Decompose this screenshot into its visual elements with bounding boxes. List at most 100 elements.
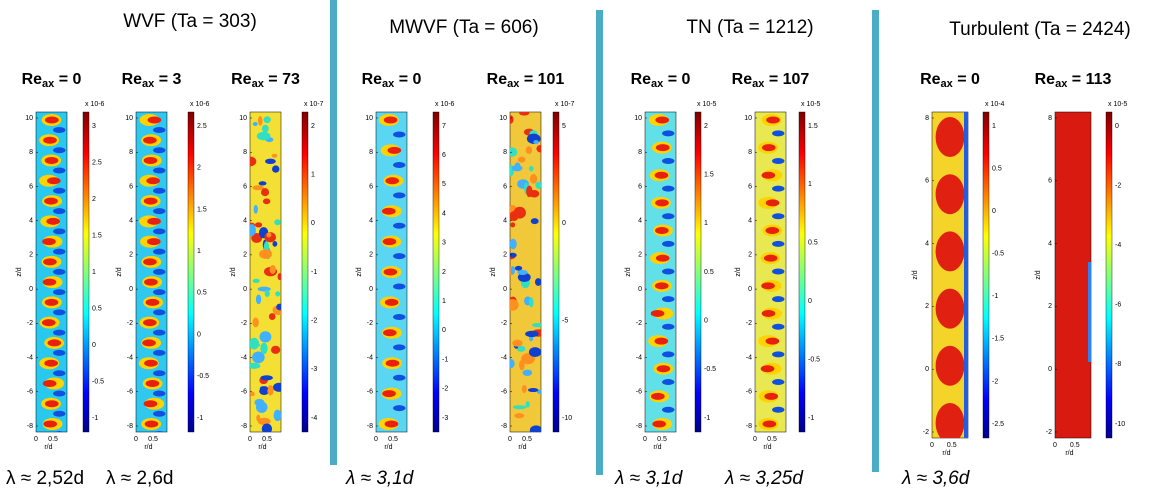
x-tick-label: 0 [930, 442, 934, 449]
x-axis-label: r/d [44, 444, 52, 451]
blob [153, 268, 166, 275]
colorbar-tick-label: -4 [311, 415, 317, 422]
y-tick-label: 8 [129, 149, 133, 156]
y-tick-label: 10 [499, 115, 507, 122]
colorbar-tick-label: 0 [442, 327, 446, 334]
blob [383, 116, 398, 124]
re-rest: = 0 [953, 71, 980, 88]
blob [655, 116, 670, 124]
x-tick-label: 0 [508, 436, 512, 443]
blob [383, 268, 398, 276]
blob [772, 351, 785, 358]
blob [655, 254, 670, 262]
blob [772, 268, 785, 275]
blob [43, 420, 58, 428]
heatmap-pattern [510, 112, 541, 432]
re-label: Reax = 113 [1035, 71, 1112, 90]
blob [528, 347, 541, 358]
group-title: TN (Ta = 1212) [686, 17, 813, 38]
re-label: Reax = 0 [631, 71, 691, 90]
heatmap-pattern [138, 114, 166, 432]
re-label: Reax = 0 [920, 71, 980, 90]
re-sub: ax [507, 78, 520, 90]
colorbar-tick-label: 0 [992, 208, 996, 215]
colorbar-tick-label: 1 [992, 123, 996, 130]
blob [273, 409, 281, 422]
blob [252, 351, 265, 364]
heatmap-pattern [39, 114, 66, 432]
blob [47, 339, 62, 347]
colorbar-tick-label: 2.5 [92, 159, 102, 166]
separator [596, 10, 603, 475]
colorbar-tick-label: 0 [704, 318, 708, 325]
colorbar-tick-label: -0.5 [197, 373, 209, 380]
colorbar-tick-label: -8 [1115, 361, 1121, 368]
colorbar-tick-label: -1 [197, 415, 203, 422]
x-axis-label: r/d [384, 444, 392, 451]
y-tick-label: 4 [503, 218, 507, 225]
blob [935, 403, 965, 438]
y-tick-label: -6 [636, 389, 642, 396]
blob [53, 187, 66, 194]
x-tick-label: 0.5 [48, 436, 58, 443]
y-tick-label: -8 [241, 423, 247, 430]
y-tick-label: 6 [638, 183, 642, 190]
y-tick-label: 4 [29, 218, 33, 225]
y-tick-label: 6 [503, 183, 507, 190]
y-tick-label: -4 [636, 354, 642, 361]
re-rest: = 0 [394, 71, 421, 88]
re-base: Re [487, 71, 508, 88]
blob [935, 117, 965, 157]
blob [514, 265, 523, 271]
re-base: Re [1035, 71, 1056, 88]
blob [772, 157, 785, 164]
blob [153, 147, 166, 154]
colorbar [982, 111, 990, 439]
separator [872, 10, 879, 472]
blob [393, 405, 406, 412]
blob [44, 359, 58, 367]
blob [53, 410, 66, 417]
heatmap-pattern [935, 112, 968, 438]
re-rest: = 3 [154, 71, 181, 88]
blob [765, 199, 780, 207]
x-tick-label: 0 [34, 436, 38, 443]
blob [656, 365, 671, 373]
blob [252, 121, 258, 127]
blob [510, 222, 516, 228]
y-tick-label: 2 [748, 252, 752, 259]
x-tick-label: 0 [374, 436, 378, 443]
colorbar [798, 111, 806, 433]
blob [259, 331, 272, 343]
colorbar-tick-label: -2.5 [992, 421, 1004, 428]
re-rest: = 113 [1067, 71, 1111, 88]
y-tick-label: -4 [27, 354, 33, 361]
blob [42, 238, 56, 246]
colorbar-tick-label: -0.5 [92, 378, 104, 385]
y-tick-label: -6 [27, 389, 33, 396]
blob [252, 317, 259, 328]
re-rest: = 107 [764, 71, 809, 88]
blob [762, 420, 777, 428]
colorbar-tick-label: 1 [704, 220, 708, 227]
blob [53, 167, 66, 174]
blob [766, 116, 780, 124]
blob [41, 319, 56, 327]
heatmap-pattern [250, 115, 281, 432]
blob [761, 171, 776, 179]
y-axis-label: z/d [116, 267, 123, 276]
blob [251, 232, 263, 243]
blob [662, 185, 675, 192]
y-tick-label: 0 [925, 366, 929, 373]
colorbar-tick-label: -3 [442, 415, 448, 422]
colorbar-tick-label: -5 [562, 318, 568, 325]
colorbar [187, 111, 195, 433]
blob [393, 131, 406, 138]
blob [53, 329, 66, 336]
blob [529, 174, 538, 184]
blob [772, 213, 785, 220]
blob [662, 406, 675, 413]
blob [761, 282, 775, 290]
blob [651, 392, 665, 400]
y-tick-label: -2 [501, 320, 507, 327]
